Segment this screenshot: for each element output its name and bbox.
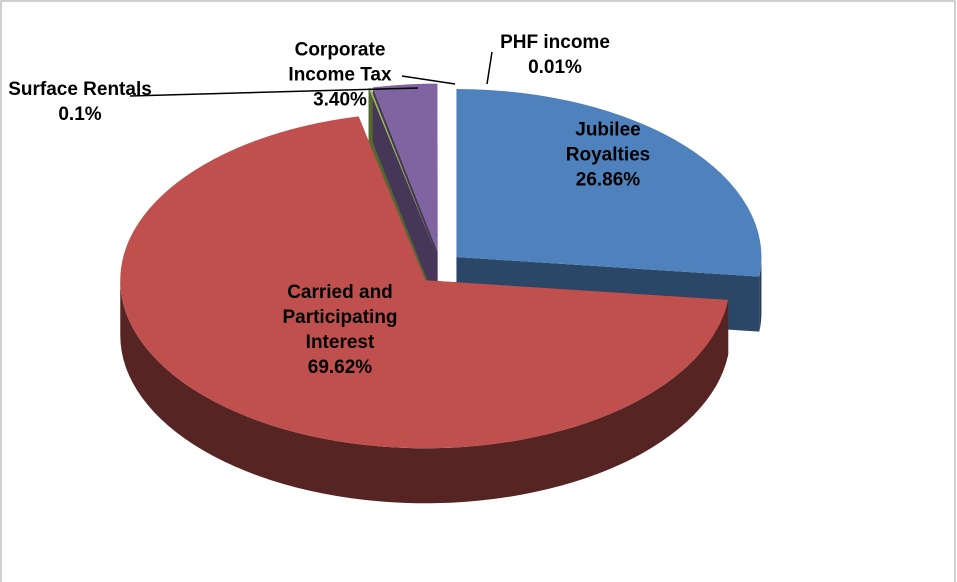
slice-label: Jubilee Royalties 26.86%	[548, 118, 668, 193]
slice-value: 3.40%	[313, 89, 367, 111]
leader-line	[486, 51, 493, 85]
slice-label: Surface Rentals 0.1%	[0, 77, 165, 127]
pie-slice	[368, 87, 436, 252]
slice-name: Surface Rentals	[8, 79, 152, 100]
slice-value: 0.01%	[528, 57, 582, 78]
slice-label: Carried and Participating Interest 69.62%	[265, 280, 415, 380]
pie-slice	[372, 83, 438, 252]
slice-radial-wall	[372, 87, 438, 307]
leader-line	[129, 87, 419, 97]
slice-label: PHF income 0.01%	[480, 30, 630, 80]
slice-name: PHF income	[500, 32, 610, 53]
slice-name: Carried and Participating Interest	[282, 282, 398, 353]
slice-outer-wall	[759, 257, 762, 332]
slice-value: 0.1%	[58, 104, 102, 125]
leader-line	[401, 75, 456, 85]
slice-outer-wall	[120, 280, 729, 504]
slice-tops	[120, 83, 762, 449]
slice-name: Jubilee Royalties	[565, 119, 651, 166]
slice-value: 69.62%	[307, 357, 373, 378]
slice-label: Corporate Income Tax 3.40%	[275, 38, 405, 113]
pie-slice	[120, 116, 729, 449]
pie-slice	[456, 89, 762, 277]
slice-value: 26.86%	[575, 169, 641, 191]
slice-name: Corporate Income Tax	[288, 39, 392, 86]
